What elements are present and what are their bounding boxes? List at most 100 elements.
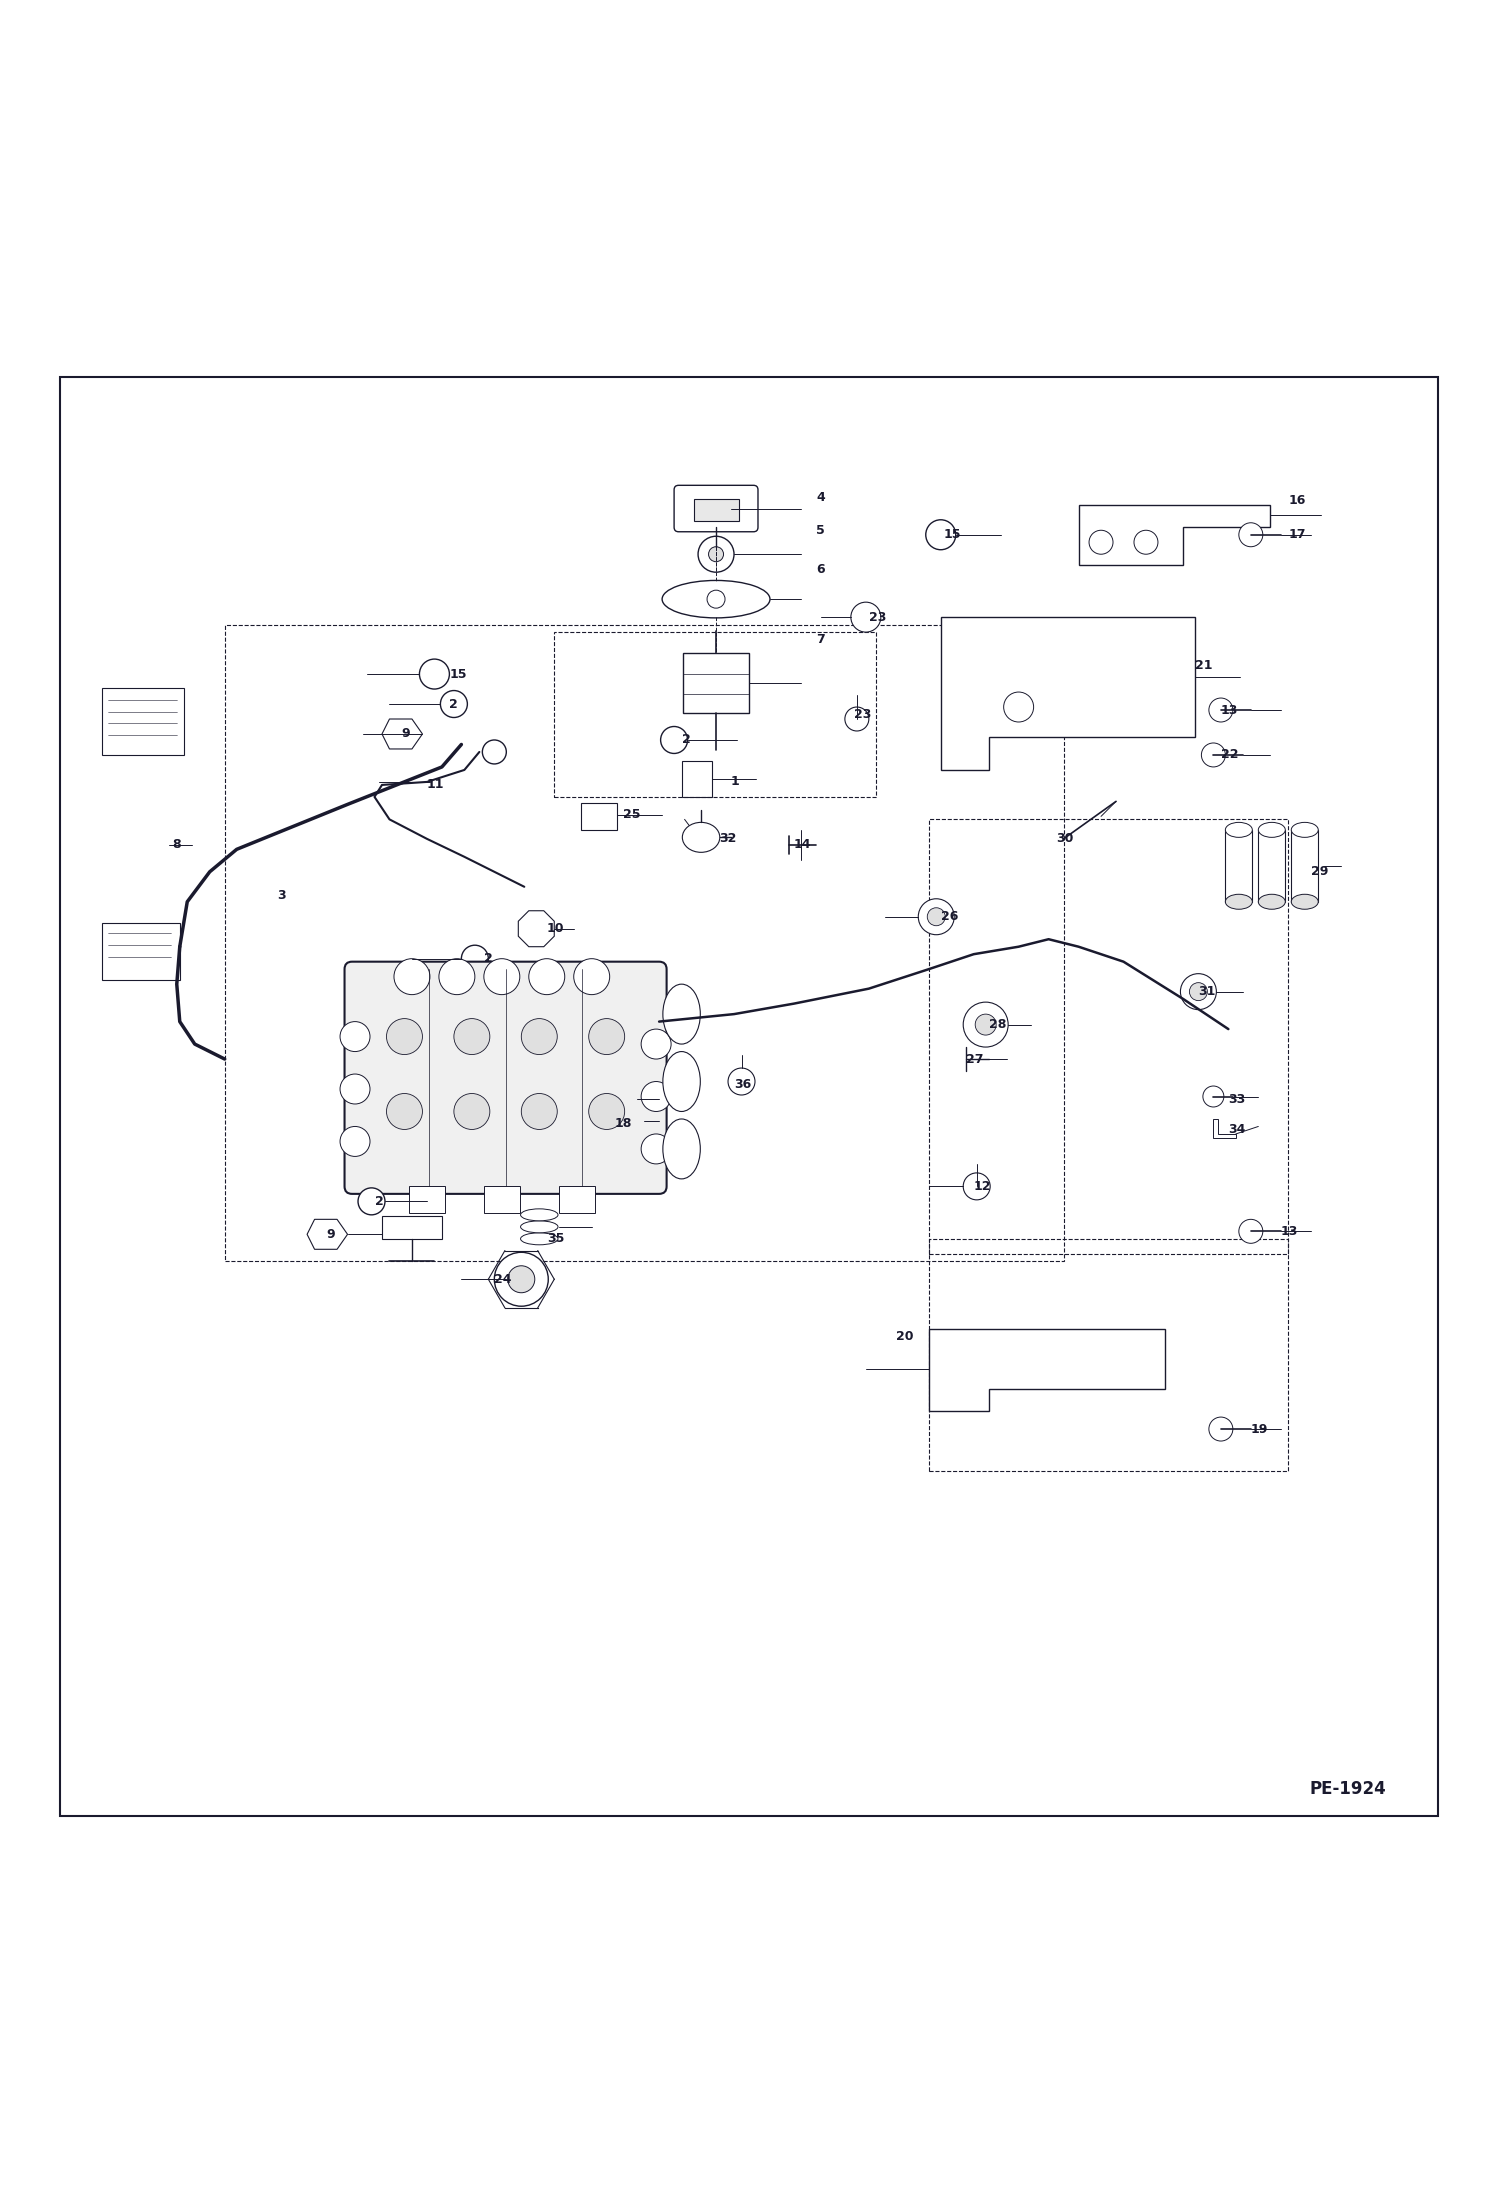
Text: 24: 24	[494, 1272, 512, 1285]
Circle shape	[386, 1094, 422, 1129]
Text: 7: 7	[816, 634, 825, 647]
Circle shape	[529, 958, 565, 996]
Circle shape	[440, 691, 467, 717]
Circle shape	[1089, 531, 1113, 555]
Ellipse shape	[662, 985, 700, 1044]
Circle shape	[482, 739, 506, 763]
Circle shape	[589, 1018, 625, 1055]
Text: 4: 4	[816, 491, 825, 504]
Text: 19: 19	[1251, 1423, 1269, 1436]
Bar	[1225, 829, 1252, 901]
Polygon shape	[307, 1219, 348, 1250]
Circle shape	[494, 1252, 548, 1307]
Text: 2: 2	[682, 732, 691, 746]
Text: 13: 13	[1281, 1226, 1299, 1237]
Circle shape	[340, 1022, 370, 1053]
Circle shape	[454, 1094, 490, 1129]
Ellipse shape	[1291, 895, 1318, 910]
Text: 2: 2	[374, 1195, 383, 1208]
Ellipse shape	[1258, 895, 1285, 910]
Circle shape	[927, 908, 945, 925]
Circle shape	[521, 1018, 557, 1055]
Bar	[225, 625, 1064, 1261]
Circle shape	[926, 520, 956, 550]
Circle shape	[386, 1018, 422, 1055]
Ellipse shape	[1225, 822, 1252, 838]
Text: 31: 31	[1198, 985, 1216, 998]
Text: 23: 23	[854, 708, 872, 721]
Text: 5: 5	[816, 524, 825, 537]
Text: 15: 15	[944, 529, 962, 542]
Polygon shape	[1079, 504, 1270, 566]
Text: 2: 2	[484, 952, 493, 965]
Ellipse shape	[1291, 822, 1318, 838]
Circle shape	[1203, 1086, 1224, 1107]
Polygon shape	[518, 910, 554, 947]
Bar	[694, 498, 739, 522]
Text: 11: 11	[427, 779, 445, 792]
Bar	[682, 761, 712, 796]
Circle shape	[454, 1018, 490, 1055]
Ellipse shape	[682, 822, 721, 853]
Text: 32: 32	[719, 833, 737, 844]
Circle shape	[851, 603, 881, 632]
Ellipse shape	[662, 1118, 700, 1180]
Text: 10: 10	[547, 923, 565, 934]
Circle shape	[461, 945, 488, 971]
Polygon shape	[1213, 1118, 1236, 1138]
Circle shape	[698, 537, 734, 572]
Bar	[484, 1186, 520, 1213]
Text: 2: 2	[449, 697, 458, 711]
Circle shape	[641, 1134, 671, 1164]
Circle shape	[709, 546, 724, 561]
Circle shape	[439, 958, 475, 996]
Text: PE-1924: PE-1924	[1309, 1779, 1387, 1798]
Text: 17: 17	[1288, 529, 1306, 542]
Circle shape	[707, 590, 725, 607]
Circle shape	[589, 1094, 625, 1129]
Text: 12: 12	[974, 1180, 992, 1193]
Circle shape	[728, 1068, 755, 1094]
Text: 27: 27	[966, 1053, 984, 1066]
Circle shape	[484, 958, 520, 996]
Text: 13: 13	[1221, 704, 1239, 717]
Circle shape	[1134, 531, 1158, 555]
Ellipse shape	[520, 1232, 557, 1246]
Text: 35: 35	[547, 1232, 565, 1246]
Text: 23: 23	[869, 610, 887, 623]
Text: 15: 15	[449, 667, 467, 680]
Bar	[559, 1186, 595, 1213]
Circle shape	[574, 958, 610, 996]
Text: 1: 1	[731, 776, 740, 789]
Circle shape	[918, 899, 954, 934]
Text: 28: 28	[989, 1018, 1007, 1031]
Polygon shape	[941, 616, 1195, 770]
Circle shape	[521, 1094, 557, 1129]
Bar	[409, 1186, 445, 1213]
Text: 21: 21	[1195, 658, 1213, 671]
Text: 6: 6	[816, 564, 825, 577]
Circle shape	[1180, 974, 1216, 1009]
Text: 36: 36	[734, 1079, 752, 1090]
Circle shape	[1201, 743, 1225, 768]
Text: 25: 25	[623, 809, 641, 822]
Bar	[683, 654, 749, 713]
Circle shape	[641, 1081, 671, 1112]
Text: 20: 20	[896, 1329, 914, 1342]
Text: 18: 18	[614, 1116, 632, 1129]
Circle shape	[1209, 697, 1233, 721]
Circle shape	[1189, 982, 1207, 1000]
Circle shape	[661, 726, 688, 754]
Circle shape	[1239, 1219, 1263, 1243]
Ellipse shape	[520, 1208, 557, 1222]
Circle shape	[845, 706, 869, 730]
FancyBboxPatch shape	[674, 485, 758, 531]
Circle shape	[394, 958, 430, 996]
Circle shape	[419, 660, 449, 689]
Bar	[102, 923, 180, 980]
Bar	[581, 803, 617, 829]
Text: 3: 3	[277, 890, 286, 901]
Text: 33: 33	[1228, 1092, 1246, 1105]
Ellipse shape	[1258, 822, 1285, 838]
Text: 26: 26	[941, 910, 959, 923]
